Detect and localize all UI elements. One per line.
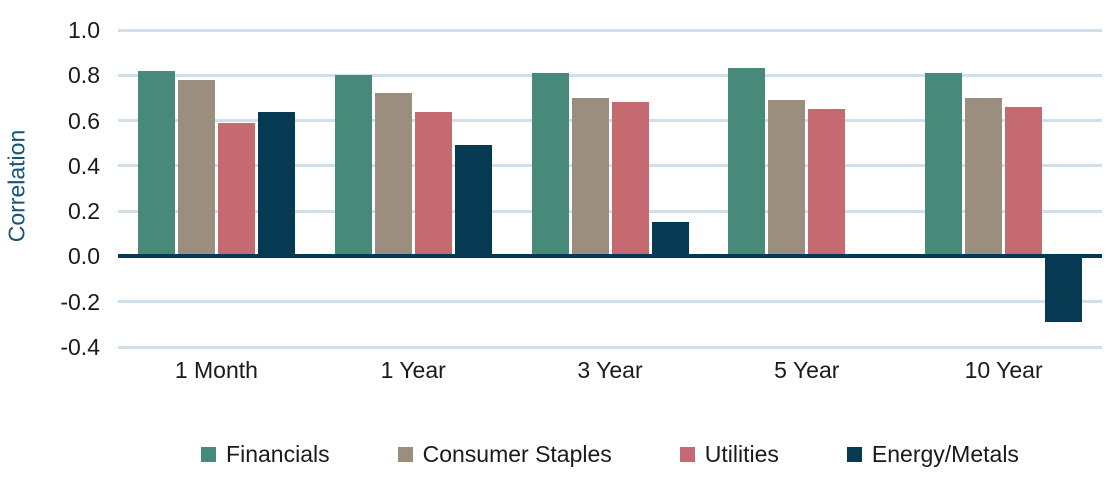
gridline <box>118 119 1102 123</box>
bar-consumer-staples-3-year <box>571 97 609 257</box>
bar-utilities-1-month <box>217 122 255 257</box>
y-tick-label: 0.4 <box>68 152 100 179</box>
bar-financials-5-year <box>728 68 766 257</box>
legend-item-energy-metals: Energy/Metals <box>846 441 1019 468</box>
legend-label-utilities: Utilities <box>704 441 779 467</box>
legend-item-financials: Financials <box>201 441 330 468</box>
legend-item-consumer-staples: Consumer Staples <box>397 441 612 468</box>
gridline <box>118 28 1102 32</box>
bar-consumer-staples-10-year <box>965 97 1003 257</box>
legend-swatch-energy-metals <box>846 447 862 462</box>
bar-financials-3-year <box>531 73 569 257</box>
plot-area <box>118 28 1102 349</box>
bar-consumer-staples-1-month <box>177 79 215 257</box>
y-tick-label: -0.4 <box>60 334 100 360</box>
x-tick-label-5-year: 5 Year <box>774 357 840 383</box>
x-tick-label-10-year: 10 Year <box>964 357 1043 383</box>
bar-financials-1-month <box>137 70 175 257</box>
bar-utilities-5-year <box>808 109 846 257</box>
bar-energy-metals-1-month <box>257 111 295 257</box>
bar-utilities-1-year <box>414 111 452 257</box>
bar-energy-metals-1-year <box>454 145 492 257</box>
x-tick-label-1-month: 1 Month <box>174 357 258 383</box>
y-axis-ticks: 1.0 0.8 0.6 0.4 0.2 0.0 -0.2 -0.4 <box>0 0 100 400</box>
y-tick-label: 0.6 <box>68 107 100 134</box>
zero-axis-line <box>118 254 1102 259</box>
bar-utilities-10-year <box>1005 106 1043 257</box>
legend-label-consumer-staples: Consumer Staples <box>422 441 612 467</box>
y-tick-label: 1.0 <box>68 17 100 43</box>
legend-swatch-financials <box>201 447 217 462</box>
y-tick-label: 0.8 <box>68 62 100 89</box>
x-tick-label-1-year: 1 Year <box>380 357 446 383</box>
gridline <box>118 164 1102 168</box>
gridline <box>118 209 1102 213</box>
legend-item-utilities: Utilities <box>679 441 779 468</box>
legend-swatch-utilities <box>679 447 695 462</box>
bar-energy-metals-3-year <box>651 222 689 257</box>
y-tick-label: -0.2 <box>60 288 100 315</box>
gridline <box>118 345 1102 349</box>
bar-energy-metals-10-year <box>1045 256 1083 323</box>
x-axis-ticks: 1 Month 1 Year 3 Year 5 Year 10 Year <box>0 357 1120 389</box>
bar-utilities-3-year <box>611 102 649 257</box>
y-tick-label: 0.2 <box>68 198 100 225</box>
bar-financials-10-year <box>925 73 963 257</box>
legend-label-financials: Financials <box>226 441 330 467</box>
gridline <box>118 300 1102 304</box>
y-tick-label: 0.0 <box>68 243 100 270</box>
legend-label-energy-metals: Energy/Metals <box>871 441 1019 467</box>
legend: Financials Consumer Staples Utilities Energ… <box>118 441 1102 468</box>
x-tick-label-3-year: 3 Year <box>577 357 643 383</box>
gridline <box>118 73 1102 77</box>
bar-financials-1-year <box>334 75 372 257</box>
bar-consumer-staples-1-year <box>374 93 412 257</box>
bar-consumer-staples-5-year <box>768 100 806 257</box>
legend-swatch-consumer-staples <box>397 447 413 462</box>
